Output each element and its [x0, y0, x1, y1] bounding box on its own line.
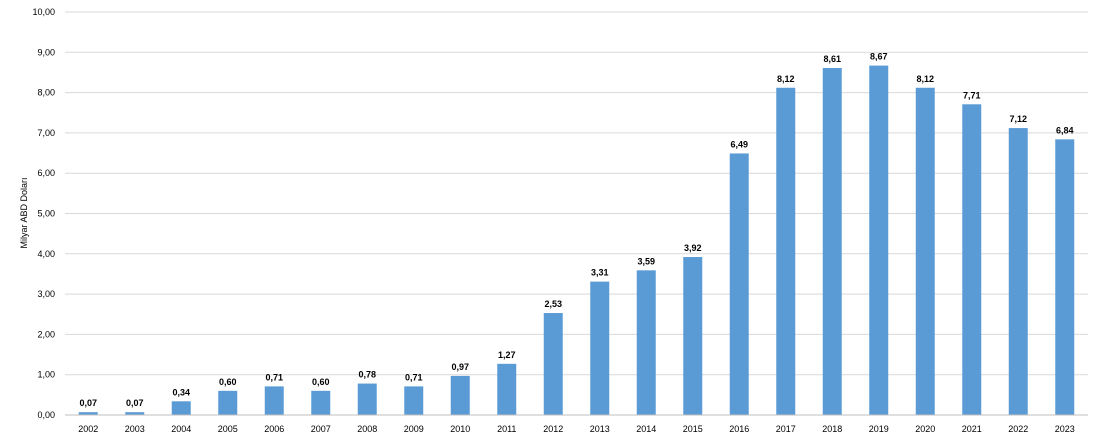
bars — [78, 65, 1075, 416]
x-tick-label: 2019 — [869, 424, 889, 434]
data-label: 0,07 — [126, 398, 144, 408]
y-tick-label: 9,00 — [37, 47, 55, 57]
x-tick-label: 2020 — [915, 424, 935, 434]
x-tick-label: 2015 — [683, 424, 703, 434]
x-tick-label: 2003 — [125, 424, 145, 434]
bar — [264, 386, 284, 415]
y-tick-label: 4,00 — [37, 249, 55, 259]
y-axis-label: Milyar ABD Doları — [19, 177, 29, 248]
x-tick-label: 2004 — [171, 424, 191, 434]
bar — [822, 68, 842, 415]
bar — [497, 363, 517, 415]
x-tick-label: 2023 — [1055, 424, 1075, 434]
x-tick-label: 2022 — [1008, 424, 1028, 434]
data-label: 7,12 — [1009, 114, 1027, 124]
data-label: 8,67 — [870, 52, 888, 62]
x-tick-label: 2006 — [264, 424, 284, 434]
bar — [450, 375, 470, 415]
x-tick-label: 2016 — [729, 424, 749, 434]
y-tick-label: 7,00 — [37, 128, 55, 138]
data-label: 0,34 — [172, 387, 190, 397]
y-tick-label: 1,00 — [37, 370, 55, 380]
bar — [683, 257, 703, 415]
data-label: 3,59 — [637, 256, 655, 266]
y-tick-label: 0,00 — [37, 410, 55, 420]
bar — [962, 104, 982, 416]
bar — [78, 412, 98, 415]
bar — [171, 401, 191, 415]
y-tick-label: 8,00 — [37, 88, 55, 98]
data-label: 6,84 — [1056, 125, 1074, 135]
data-label: 3,92 — [684, 243, 702, 253]
bar — [776, 87, 796, 415]
bar — [915, 87, 935, 415]
data-label: 0,71 — [265, 372, 283, 382]
x-tick-label: 2013 — [590, 424, 610, 434]
data-label: 8,12 — [777, 74, 795, 84]
y-tick-label: 2,00 — [37, 329, 55, 339]
x-axis-ticks: 2002 2003 2004 2005 2006 2007 2008 2009 2010 2011… — [78, 424, 1075, 434]
x-tick-label: 2007 — [311, 424, 331, 434]
data-label: 8,61 — [823, 54, 841, 64]
x-tick-label: 2018 — [822, 424, 842, 434]
bar — [729, 153, 749, 415]
bar — [218, 390, 238, 415]
data-label: 0,97 — [451, 362, 469, 372]
data-label: 0,71 — [405, 372, 423, 382]
x-tick-label: 2002 — [78, 424, 98, 434]
data-label: 0,07 — [79, 398, 97, 408]
y-tick-label: 5,00 — [37, 209, 55, 219]
bar — [636, 270, 656, 415]
data-label: 2,53 — [544, 299, 562, 309]
data-label: 0,60 — [219, 377, 237, 387]
x-tick-label: 2021 — [962, 424, 982, 434]
x-tick-label: 2012 — [543, 424, 563, 434]
x-tick-label: 2011 — [497, 424, 516, 434]
bar — [1055, 139, 1075, 415]
data-label: 0,60 — [312, 377, 330, 387]
x-tick-label: 2009 — [404, 424, 424, 434]
y-axis-ticks: 0,00 1,00 2,00 3,00 4,00 5,00 6,00 7,00 8,00 9,00… — [32, 7, 55, 420]
bar — [543, 313, 563, 415]
y-tick-label: 10,00 — [32, 7, 55, 17]
y-tick-label: 3,00 — [37, 289, 55, 299]
x-tick-label: 2005 — [218, 424, 238, 434]
data-label: 8,12 — [916, 74, 934, 84]
x-tick-label: 2014 — [636, 424, 656, 434]
bar — [869, 65, 889, 415]
bar — [1008, 128, 1028, 415]
x-tick-label: 2010 — [450, 424, 470, 434]
bar — [125, 412, 145, 415]
bar — [590, 281, 610, 415]
x-tick-label: 2017 — [776, 424, 796, 434]
y-tick-label: 6,00 — [37, 168, 55, 178]
bar — [404, 386, 424, 415]
bar — [357, 383, 377, 415]
data-label: 7,71 — [963, 90, 981, 100]
data-label: 6,49 — [730, 139, 748, 149]
data-label: 3,31 — [591, 268, 609, 278]
x-tick-label: 2008 — [357, 424, 377, 434]
bar — [311, 390, 331, 415]
data-label: 0,78 — [358, 370, 376, 380]
gridlines — [65, 11, 1088, 376]
data-labels: 0,07 0,07 0,34 0,60 0,71 0,60 0,78 0,71 0,97 1,27… — [79, 52, 1073, 409]
data-label: 1,27 — [498, 350, 516, 360]
